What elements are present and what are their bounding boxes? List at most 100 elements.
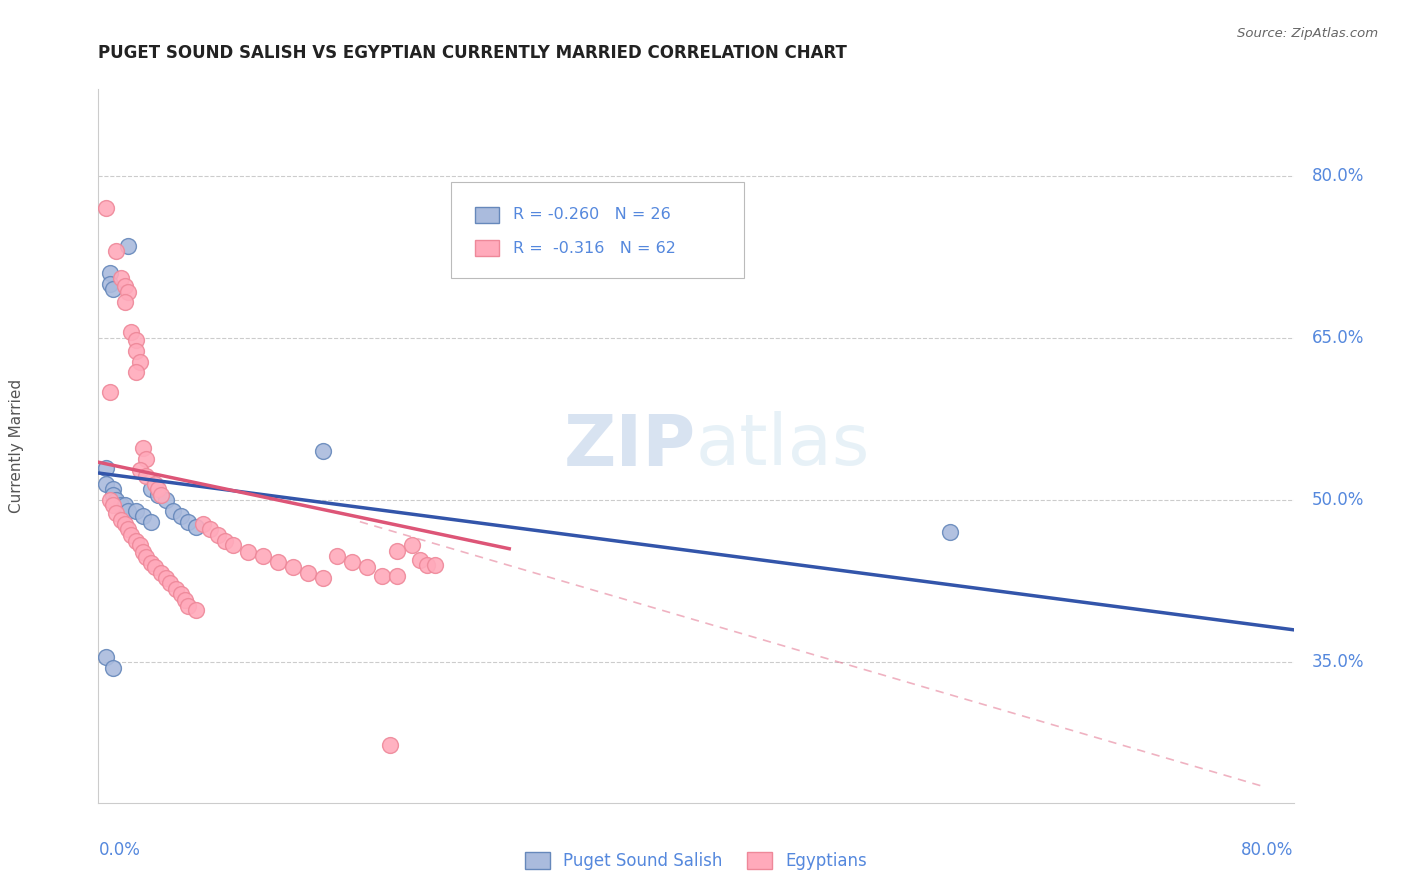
Point: [125, 366, 148, 380]
Point: [103, 482, 125, 496]
Point: [207, 527, 229, 541]
Point: [125, 333, 148, 347]
Point: [401, 539, 423, 553]
Text: PUGET SOUND SALISH VS EGYPTIAN CURRENTLY MARRIED CORRELATION CHART: PUGET SOUND SALISH VS EGYPTIAN CURRENTLY…: [98, 45, 848, 62]
Point: [423, 558, 446, 572]
Point: [155, 571, 177, 585]
Point: [117, 285, 139, 300]
Point: [200, 522, 222, 536]
Point: [94, 476, 117, 491]
Point: [150, 488, 173, 502]
Point: [105, 244, 128, 259]
Point: [356, 560, 378, 574]
Point: [150, 566, 173, 580]
Text: R = -0.260   N = 26: R = -0.260 N = 26: [513, 207, 671, 222]
Point: [169, 587, 191, 601]
Point: [98, 266, 122, 280]
Point: [132, 509, 155, 524]
Text: R =  -0.316   N = 62: R = -0.316 N = 62: [513, 241, 676, 256]
Point: [162, 504, 184, 518]
Text: 0.0%: 0.0%: [98, 840, 141, 859]
Point: [103, 660, 125, 674]
Point: [143, 560, 166, 574]
Point: [267, 555, 290, 569]
Point: [311, 571, 333, 585]
Point: [98, 493, 122, 508]
Point: [148, 482, 170, 496]
Point: [114, 295, 136, 310]
Text: 80.0%: 80.0%: [1241, 840, 1294, 859]
Point: [114, 279, 136, 293]
Point: [94, 201, 117, 215]
FancyBboxPatch shape: [475, 207, 499, 223]
Point: [103, 499, 125, 513]
Point: [378, 739, 401, 753]
Point: [408, 552, 430, 566]
FancyBboxPatch shape: [451, 182, 744, 278]
Point: [103, 488, 125, 502]
Point: [326, 549, 349, 564]
Point: [371, 568, 394, 582]
FancyBboxPatch shape: [475, 241, 499, 256]
Point: [135, 550, 157, 565]
Point: [139, 482, 162, 496]
Point: [125, 534, 148, 549]
Point: [159, 576, 181, 591]
Point: [103, 282, 125, 296]
Point: [148, 488, 170, 502]
Point: [129, 463, 152, 477]
Point: [143, 476, 166, 491]
Text: 50.0%: 50.0%: [1312, 491, 1364, 509]
Point: [184, 603, 207, 617]
Point: [94, 460, 117, 475]
Point: [177, 515, 200, 529]
Point: [110, 499, 132, 513]
Point: [165, 582, 187, 596]
Point: [184, 520, 207, 534]
Text: 80.0%: 80.0%: [1312, 167, 1364, 185]
Point: [135, 469, 157, 483]
Point: [385, 568, 409, 582]
Point: [117, 239, 139, 253]
Point: [385, 544, 409, 558]
Point: [98, 384, 122, 399]
Point: [174, 592, 197, 607]
Point: [939, 525, 962, 540]
Point: [177, 599, 200, 613]
Point: [311, 444, 333, 458]
Text: ZIP: ZIP: [564, 411, 696, 481]
Point: [94, 649, 117, 664]
Point: [110, 271, 132, 285]
Point: [129, 539, 152, 553]
Text: Source: ZipAtlas.com: Source: ZipAtlas.com: [1237, 27, 1378, 40]
Text: Currently Married: Currently Married: [8, 379, 24, 513]
Point: [105, 506, 128, 520]
Point: [169, 509, 191, 524]
Point: [236, 545, 259, 559]
Point: [117, 504, 139, 518]
Point: [191, 516, 214, 531]
Text: 35.0%: 35.0%: [1312, 653, 1364, 672]
Point: [110, 512, 132, 526]
Point: [214, 534, 236, 549]
Point: [281, 560, 304, 574]
Point: [139, 556, 162, 570]
Text: 65.0%: 65.0%: [1312, 329, 1364, 347]
Point: [125, 504, 148, 518]
Point: [120, 326, 142, 340]
Point: [98, 277, 122, 291]
Point: [139, 515, 162, 529]
Point: [297, 566, 319, 580]
Point: [222, 539, 245, 553]
Point: [105, 493, 128, 508]
Point: [129, 354, 152, 368]
Point: [132, 441, 155, 455]
Point: [117, 522, 139, 536]
Point: [114, 516, 136, 531]
Point: [120, 527, 142, 541]
Point: [252, 549, 274, 564]
Point: [125, 343, 148, 358]
Text: atlas: atlas: [696, 411, 870, 481]
Point: [135, 452, 157, 467]
Point: [132, 545, 155, 559]
